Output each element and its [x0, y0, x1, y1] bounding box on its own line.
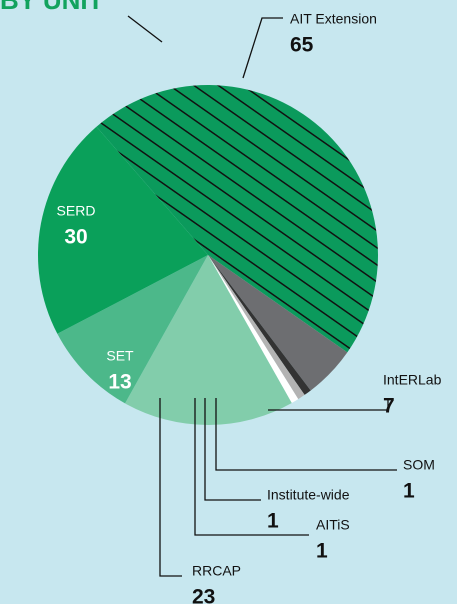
pie-slice — [208, 255, 348, 391]
pie-slice — [38, 126, 209, 334]
slice-label: AIT Extension — [290, 11, 377, 27]
slice-value: 1 — [267, 510, 279, 533]
slice-value: 1 — [316, 540, 328, 563]
slice-label: AITiS — [316, 517, 350, 533]
leader — [159, 398, 182, 577]
slice-value: 7 — [383, 395, 395, 418]
leader — [215, 398, 397, 471]
slice-value: 30 — [64, 226, 87, 249]
slice-label: SERD — [57, 203, 96, 219]
pie-slice — [96, 84, 378, 353]
pie-slice — [208, 255, 311, 395]
leader — [242, 17, 283, 79]
slice-value: 13 — [108, 371, 131, 394]
pie-slice — [208, 255, 299, 403]
leader — [194, 398, 309, 536]
slice-label: RRCAP — [192, 563, 241, 579]
leader — [268, 398, 389, 411]
slice-value: 23 — [192, 586, 215, 604]
leader — [204, 398, 261, 501]
slice-label: IntERLab — [383, 372, 442, 388]
slice-label: SET — [106, 348, 134, 364]
slice-label: SOM — [403, 457, 435, 473]
chart-title: BY UNIT — [0, 0, 104, 15]
slice-value: 65 — [290, 34, 314, 57]
title-pointer — [127, 15, 163, 43]
pie-slice — [125, 255, 292, 425]
pie-slice — [57, 255, 209, 404]
slice-value: 1 — [403, 480, 415, 503]
slice-label: Institute-wide — [267, 487, 350, 503]
pie-slice — [208, 255, 305, 400]
